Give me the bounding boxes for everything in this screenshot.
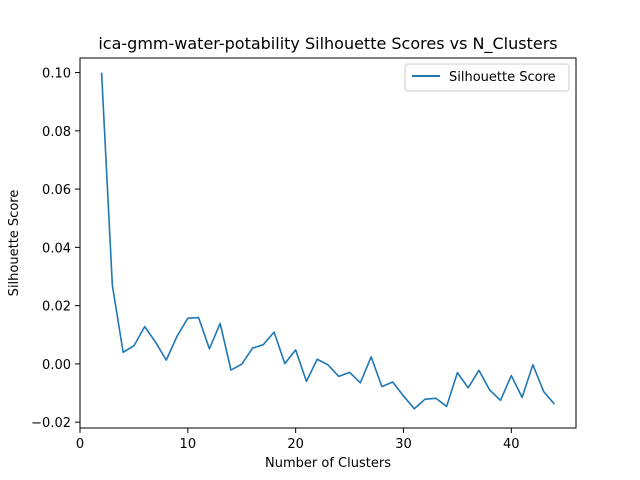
x-tick-label: 20	[287, 437, 304, 452]
y-tick-label: 0.04	[42, 241, 71, 256]
y-tick-label: 0.10	[42, 67, 71, 82]
x-tick-label: 30	[395, 437, 412, 452]
legend-box	[404, 63, 570, 92]
x-tick-label: 0	[76, 437, 84, 452]
legend: Silhouette Score	[404, 63, 570, 92]
y-tick-label: 0.06	[42, 183, 71, 198]
series-line-silhouette-score	[100, 72, 556, 410]
legend-label: Silhouette Score	[449, 70, 556, 85]
y-tick-label: −0.02	[31, 416, 71, 431]
y-axis-ticks: −0.02 0.00 0.02 0.04 0.06 0.08 0.10	[31, 67, 80, 431]
y-axis-label: Silhouette Score	[7, 190, 22, 297]
y-tick-label: 0.00	[42, 358, 71, 373]
y-tick-label: 0.02	[42, 300, 71, 315]
x-tick-label: 10	[180, 437, 197, 452]
x-axis-ticks: 0 10 20 30 40	[76, 428, 520, 452]
chart-title: ica-gmm-water-potability Silhouette Scor…	[98, 34, 557, 54]
x-tick-label: 40	[503, 437, 520, 452]
plot-lines	[100, 72, 556, 410]
x-axis-label: Number of Clusters	[265, 456, 391, 471]
plot-frame	[79, 57, 577, 429]
y-tick-label: 0.08	[42, 125, 71, 140]
